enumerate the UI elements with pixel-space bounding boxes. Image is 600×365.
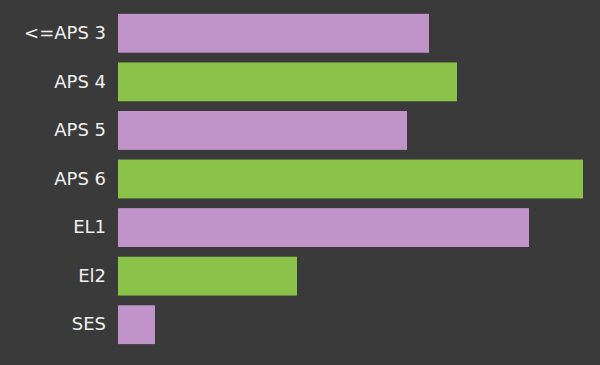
tick-label: <=APS 3 [24, 22, 106, 43]
bar [118, 208, 529, 247]
tick-label: APS 4 [54, 71, 106, 92]
tick: APS 6 [54, 168, 106, 189]
bar [118, 257, 297, 296]
tick: EL1 [73, 216, 106, 237]
bar [118, 62, 457, 101]
tick-label: APS 6 [54, 168, 106, 189]
tick-label: SES [72, 313, 106, 334]
bars [118, 14, 583, 344]
y-axis: <=APS 3 APS 4 APS 5 APS 6 EL1 El2 SES [24, 22, 106, 334]
bar [118, 305, 155, 344]
tick-label: El2 [78, 265, 106, 286]
tick: El2 [78, 265, 106, 286]
tick: APS 5 [54, 119, 106, 140]
tick: APS 4 [54, 71, 106, 92]
bar [118, 14, 429, 53]
chart: <=APS 3 APS 4 APS 5 APS 6 EL1 El2 SES [0, 0, 600, 365]
tick-label: APS 5 [54, 119, 106, 140]
tick-label: EL1 [73, 216, 106, 237]
tick: SES [72, 313, 106, 334]
bar [118, 160, 583, 199]
bar [118, 111, 407, 150]
tick: <=APS 3 [24, 22, 106, 43]
background [0, 0, 600, 365]
